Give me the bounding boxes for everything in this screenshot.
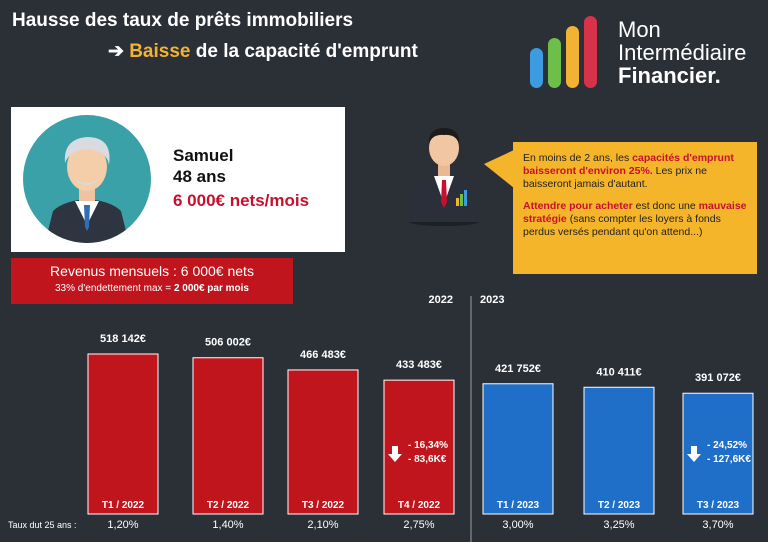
year-label-2022: 2022 (429, 294, 453, 306)
year-label-2023: 2023 (480, 294, 504, 306)
rate-label: 3,25% (603, 519, 634, 531)
bar-category-label: T2 / 2023 (598, 500, 641, 511)
rate-axis-label: Taux dut 25 ans : (8, 520, 77, 530)
down-arrow-icon (388, 446, 402, 462)
revenue-line-2: 33% d'endettement max = 2 000€ par mois (55, 283, 249, 294)
bar-category-label: T3 / 2023 (697, 500, 740, 511)
profile-card: Samuel 48 ans 6 000€ nets/mois (11, 107, 345, 252)
profile-age: 48 ans (173, 167, 226, 186)
profile-name: Samuel (173, 146, 234, 165)
rate-label: 1,20% (107, 519, 138, 531)
revenue-box: Revenus mensuels : 6 000€ nets 33% d'end… (11, 258, 293, 304)
rate-label: 2,75% (403, 519, 434, 531)
title-rest: de la capacité d'emprunt (190, 41, 418, 62)
title-line-2: ➔ Baisse de la capacité d'emprunt (108, 40, 418, 63)
bar-category-label: T4 / 2022 (398, 500, 441, 511)
bar-value-label: 518 142€ (100, 333, 146, 345)
bar (482, 383, 554, 515)
arrow-icon: ➔ (108, 41, 124, 62)
logo-line-3: Financier. (618, 63, 721, 88)
capacity-bar-chart: 2022 2023 Taux dut 25 ans : 518 142€ T1 / 20… (8, 294, 754, 542)
avatar-icon (23, 115, 151, 243)
rate-label: 1,40% (212, 519, 243, 531)
annotation-line-1: - 24,52% (707, 440, 747, 451)
bar-value-label: 421 752€ (495, 363, 541, 375)
speech-bubble: En moins de 2 ans, les capacités d'empru… (513, 142, 757, 274)
rate-label: 3,00% (502, 519, 533, 531)
bar-value-label: 506 002€ (205, 337, 251, 349)
revenue-line-1: Revenus mensuels : 6 000€ nets (50, 263, 254, 279)
bar-value-label: 433 483€ (396, 359, 442, 371)
bar-category-label: T3 / 2022 (302, 500, 345, 511)
bar (192, 357, 264, 515)
profile-income: 6 000€ nets/mois (173, 191, 310, 210)
bar-category-label: T2 / 2022 (207, 500, 250, 511)
title-line-1: Hausse des taux de prêts immobiliers (12, 10, 354, 31)
bar-value-label: 410 411€ (596, 366, 641, 378)
down-arrow-icon (687, 446, 701, 462)
logo: Mon Intermédiaire Financier. (528, 12, 758, 92)
bar-category-label: T1 / 2023 (497, 500, 540, 511)
rate-label: 2,10% (307, 519, 338, 531)
bar (583, 386, 655, 515)
bubble-paragraph-2: Attendre pour acheter est donc une mauva… (523, 200, 747, 238)
logo-line-1: Mon (618, 17, 661, 42)
logo-bars-icon (530, 16, 597, 88)
bar-value-label: 466 483€ (300, 349, 346, 361)
annotation-line-2: - 83,6K€ (408, 454, 447, 465)
title-accent: Baisse (129, 41, 191, 62)
bar-value-label: 391 072€ (695, 372, 741, 384)
rate-label: 3,70% (702, 519, 733, 531)
bar (287, 369, 359, 515)
logo-line-2: Intermédiaire (618, 40, 747, 65)
bar (87, 353, 159, 515)
annotation-line-1: - 16,34% (408, 440, 448, 451)
bubble-paragraph-1: En moins de 2 ans, les capacités d'empru… (523, 152, 734, 190)
annotation-line-2: - 127,6K€ (707, 454, 751, 465)
bar-category-label: T1 / 2022 (102, 500, 145, 511)
businessman-icon (410, 128, 478, 226)
speech-bubble-tail (484, 150, 514, 188)
